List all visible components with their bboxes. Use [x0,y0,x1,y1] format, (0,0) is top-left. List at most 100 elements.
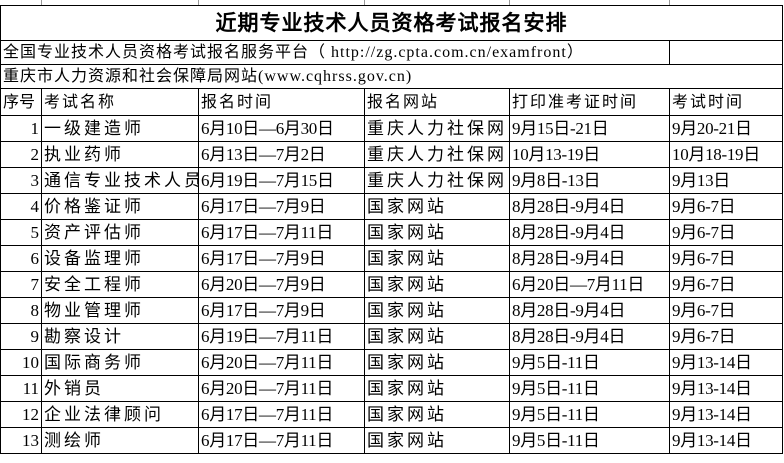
registration-site: 国家网站 [364,323,510,350]
empty-cell [669,40,783,65]
header-exam-name: 考试名称 [41,88,199,116]
table-row: 5 资产评估师 6月17日—7月11日 国家网站 8月28日-9月4日 9月6-7日 [0,219,783,246]
admission-print-time: 9月15日-21日 [509,115,670,142]
registration-site: 国家网站 [364,375,510,402]
national-site-link[interactable]: 全国专业技术人员资格考试报名服务平台（ http://zg.cpta.com.c… [0,40,670,65]
exam-time: 9月20-21日 [669,115,783,142]
header-exam-time: 考试时间 [669,88,783,116]
exam-name: 安全工程师 [41,271,199,298]
table-row: 13 测绘师 6月17日—7月11日 国家网站 9月5日-11日 9月13-14日 [0,427,783,454]
exam-time: 9月13-14日 [669,349,783,376]
registration-site: 国家网站 [364,427,510,454]
exam-name: 执业药师 [41,141,199,168]
exam-time: 9月6-7日 [669,323,783,350]
exam-name: 通信专业技术人员 [41,167,199,194]
table-row: 10 国际商务师 6月20日—7月11日 国家网站 9月5日-11日 9月13-14日 [0,349,783,376]
registration-time: 6月17日—7月11日 [198,219,365,246]
admission-print-time: 9月8日-13日 [509,167,670,194]
exam-name: 一级建造师 [41,115,199,142]
gridline-strip [0,0,784,5]
table-row: 3 通信专业技术人员 6月19日—7月15日 重庆人力社保网 9月8日-13日 9月13日 [0,167,783,194]
exam-name: 设备监理师 [41,245,199,272]
table-row: 9 勘察设计 6月19日—7月11日 国家网站 8月28日-9月4日 9月6-7日 [0,323,783,350]
exam-time: 9月13-14日 [669,401,783,428]
registration-time: 6月17日—7月11日 [198,401,365,428]
table-row: 7 安全工程师 6月20日—7月9日 国家网站 6月20日—7月11日 9月6-7日 [0,271,783,298]
row-index: 6 [0,245,42,272]
admission-print-time: 8月28日-9月4日 [509,193,670,220]
exam-name: 国际商务师 [41,349,199,376]
exam-name: 物业管理师 [41,297,199,324]
registration-time: 6月10日—6月30日 [198,115,365,142]
registration-site: 国家网站 [364,401,510,428]
row-index: 12 [0,401,42,428]
registration-time: 6月17日—7月9日 [198,297,365,324]
exam-time: 10月18-19日 [669,141,783,168]
row-index: 10 [0,349,42,376]
table-row: 4 价格鉴证师 6月17日—7月9日 国家网站 8月28日-9月4日 9月6-7日 [0,193,783,220]
exam-time: 9月6-7日 [669,219,783,246]
admission-print-time: 9月5日-11日 [509,349,670,376]
admission-print-time: 9月5日-11日 [509,427,670,454]
registration-site: 国家网站 [364,297,510,324]
table-row: 8 物业管理师 6月17日—7月9日 国家网站 8月28日-9月4日 9月6-7日 [0,297,783,324]
admission-print-time: 6月20日—7月11日 [509,271,670,298]
admission-print-time: 9月5日-11日 [509,375,670,402]
exam-time: 9月13-14日 [669,375,783,402]
exam-name: 外销员 [41,375,199,402]
registration-time: 6月17日—7月11日 [198,427,365,454]
registration-time: 6月19日—7月11日 [198,323,365,350]
registration-time: 6月13日—7月2日 [198,141,365,168]
registration-time: 6月17日—7月9日 [198,245,365,272]
registration-site: 重庆人力社保网 [364,167,510,194]
registration-site: 国家网站 [364,271,510,298]
table-row: 12 企业法律顾问 6月17日—7月11日 国家网站 9月5日-11日 9月13-14日 [0,401,783,428]
row-index: 13 [0,427,42,454]
exam-name: 勘察设计 [41,323,199,350]
row-index: 4 [0,193,42,220]
admission-print-time: 8月28日-9月4日 [509,323,670,350]
registration-site: 国家网站 [364,193,510,220]
row-index: 3 [0,167,42,194]
admission-print-time: 9月5日-11日 [509,401,670,428]
exam-time: 9月6-7日 [669,297,783,324]
exam-time: 9月6-7日 [669,271,783,298]
local-site-link[interactable]: 重庆市人力资源和社会保障局网站(www.cqhrss.gov.cn) [0,64,783,89]
registration-time: 6月17日—7月9日 [198,193,365,220]
exam-name: 企业法律顾问 [41,401,199,428]
exam-name: 资产评估师 [41,219,199,246]
registration-time: 6月20日—7月9日 [198,271,365,298]
admission-print-time: 8月28日-9月4日 [509,297,670,324]
registration-time: 6月20日—7月11日 [198,349,365,376]
table-row: 11 外销员 6月20日—7月11日 国家网站 9月5日-11日 9月13-14日 [0,375,783,402]
row-index: 7 [0,271,42,298]
admission-print-time: 8月28日-9月4日 [509,245,670,272]
row-index: 5 [0,219,42,246]
registration-site: 国家网站 [364,245,510,272]
row-index: 2 [0,141,42,168]
registration-site: 国家网站 [364,349,510,376]
header-registration-time: 报名时间 [198,88,365,116]
registration-site: 重庆人力社保网 [364,141,510,168]
registration-site: 国家网站 [364,219,510,246]
exam-schedule-table: 近期专业技术人员资格考试报名安排 全国专业技术人员资格考试报名服务平台（ htt… [0,5,783,454]
table-row: 6 设备监理师 6月17日—7月9日 国家网站 8月28日-9月4日 9月6-7日 [0,245,783,272]
header-row: 序号 考试名称 报名时间 报名网站 打印准考证时间 考试时间 [0,88,783,116]
exam-time: 9月13-14日 [669,427,783,454]
row-index: 1 [0,115,42,142]
registration-site: 重庆人力社保网 [364,115,510,142]
registration-time: 6月20日—7月11日 [198,375,365,402]
row-index: 11 [0,375,42,402]
table-row: 2 执业药师 6月13日—7月2日 重庆人力社保网 10月13-19日 10月18-19日 [0,141,783,168]
exam-time: 9月6-7日 [669,245,783,272]
exam-name: 测绘师 [41,427,199,454]
exam-time: 9月13日 [669,167,783,194]
admission-print-time: 10月13-19日 [509,141,670,168]
exam-time: 9月6-7日 [669,193,783,220]
table-row: 1 一级建造师 6月10日—6月30日 重庆人力社保网 9月15日-21日 9月20-21… [0,115,783,142]
header-index: 序号 [0,88,42,116]
row-index: 9 [0,323,42,350]
header-registration-site: 报名网站 [364,88,510,116]
exam-name: 价格鉴证师 [41,193,199,220]
admission-print-time: 8月28日-9月4日 [509,219,670,246]
